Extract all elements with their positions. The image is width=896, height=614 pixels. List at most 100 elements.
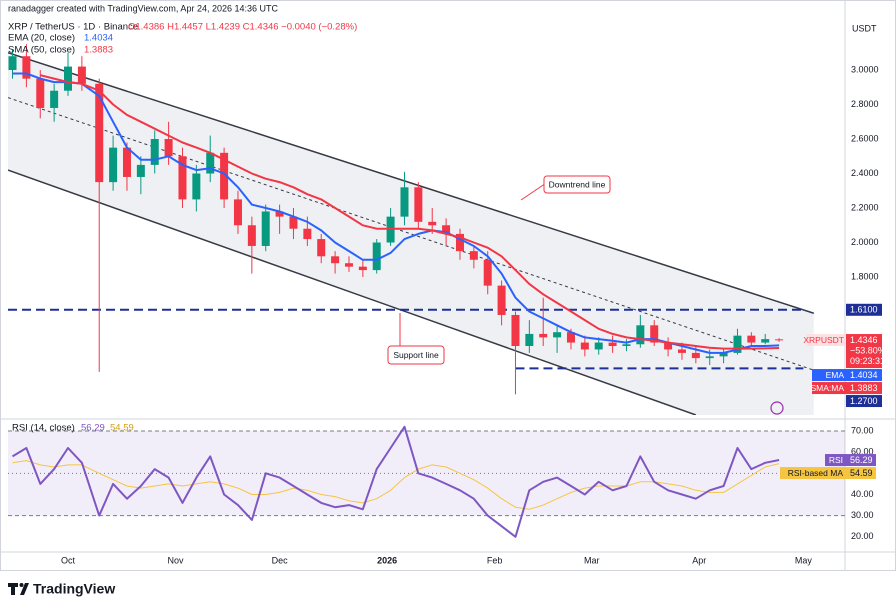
candle-body (442, 225, 451, 234)
candle-body (566, 332, 575, 343)
x-tick-label: Mar (584, 555, 600, 565)
rsi-line (11, 425, 780, 538)
ma-name-tag (812, 369, 846, 382)
candle-body (220, 152, 229, 200)
candle-body (233, 199, 242, 226)
candle-body (344, 263, 353, 267)
indicator-icon[interactable] (770, 401, 784, 415)
last-name-tag (806, 334, 846, 347)
rsi-title: RSI (14, close) (12, 423, 75, 434)
y-tick-label: 30.00 (851, 510, 874, 520)
candle-body (636, 325, 645, 345)
callout-arrow (520, 184, 545, 201)
y-tick-label: 20.00 (851, 531, 874, 541)
candle-body (650, 325, 659, 343)
candle-body (677, 349, 686, 353)
moving-average-line (12, 72, 780, 354)
candle-body (22, 56, 31, 79)
ma-value-tag (846, 369, 882, 382)
legend-ema: EMA (20, close) (8, 33, 75, 44)
y-tick-label: 2.4000 (851, 168, 879, 178)
rsi-legend-value: 56.29 (81, 423, 105, 434)
candle-body (497, 285, 506, 315)
level-tag-label: 1.6100 (850, 305, 878, 315)
candle-body (608, 342, 617, 347)
ma-name-tag (812, 382, 846, 395)
author-line: ranadagger created with TradingView.com,… (8, 3, 278, 13)
x-tick-label: Apr (692, 555, 706, 565)
candle-body (761, 339, 770, 343)
candle-body (622, 344, 631, 347)
candle-body (50, 90, 59, 108)
y-tick-label: 70.00 (851, 425, 874, 435)
candle-body (136, 164, 145, 177)
candle-body (150, 139, 159, 165)
ma-name-label: EMA (826, 370, 845, 380)
x-tick-label: May (795, 555, 813, 565)
ma-value-label: 1.4034 (850, 370, 878, 380)
x-tick-label: Nov (168, 555, 185, 565)
y-tick-label: 2.2000 (851, 202, 879, 212)
candle-body (400, 187, 409, 217)
trendline (8, 97, 814, 371)
last-price-label: 1.4346 (850, 335, 878, 345)
candle-body (705, 356, 714, 359)
callout-box (543, 175, 611, 194)
currency-label: USDT (852, 23, 877, 33)
candle-body (525, 333, 534, 347)
candle-body (664, 342, 673, 350)
candle-body (358, 266, 367, 271)
candle-body (414, 187, 423, 222)
rsi-name-tag (780, 467, 846, 480)
rsi-value-label: 56.29 (850, 455, 873, 465)
brand-logo (8, 583, 29, 595)
candle-body (8, 56, 17, 71)
candle-body (594, 342, 603, 350)
candle-body (77, 66, 86, 84)
brand-name: TradingView (33, 581, 115, 597)
candle-body (553, 332, 562, 338)
level-tag (846, 395, 882, 408)
trendline (8, 52, 815, 314)
rsi-value-label: 54.59 (850, 468, 873, 478)
candle-body (372, 242, 381, 271)
rsi-value-tag (846, 454, 876, 467)
y-tick-label: 2.6000 (851, 133, 879, 143)
candle-body (775, 339, 784, 341)
candle-body (580, 342, 589, 350)
x-tick-label: Dec (272, 555, 289, 565)
y-tick-label: 40.00 (851, 489, 874, 499)
ma-value-tag (846, 382, 882, 395)
candle-body (206, 152, 215, 174)
level-tag-label: 1.2700 (850, 396, 878, 406)
candle-body (178, 156, 187, 200)
y-tick-label: 60.00 (851, 447, 874, 457)
rsi-name-tag (825, 454, 846, 467)
level-tag (846, 303, 882, 316)
rsi-ma-line (12, 460, 780, 510)
legend-sma-value: 1.3883 (84, 45, 113, 56)
candle-body (691, 352, 700, 359)
legend-sma: SMA (50, close) (8, 45, 75, 56)
candle-body (247, 225, 256, 246)
rsi-plot (8, 425, 845, 538)
candle-body (455, 233, 464, 252)
ohlc-values: O1.4386 H1.4457 L1.4239 C1.4346 −0.0040 … (128, 22, 357, 33)
callout-label: Support line (393, 350, 439, 360)
rsi-name-label: RSI (829, 455, 843, 465)
candle-body (64, 66, 73, 91)
x-tick-label: Feb (487, 555, 503, 565)
candle-body (36, 78, 45, 108)
plot-layer: 1.8000 2.0000 2.2000 2.4000 2.6000 2.8000 3.00… (8, 44, 886, 565)
candle-body (289, 216, 298, 229)
candle-body (192, 173, 201, 200)
candle-body (469, 251, 478, 260)
countdown-label: 09:23:31 (850, 356, 885, 366)
candle-body (719, 352, 728, 357)
trendline (8, 169, 697, 415)
last-name-label: XRPUSDT (803, 335, 844, 345)
ma-value-label: 1.3883 (850, 383, 878, 393)
callout-label: Downtrend line (549, 179, 606, 189)
